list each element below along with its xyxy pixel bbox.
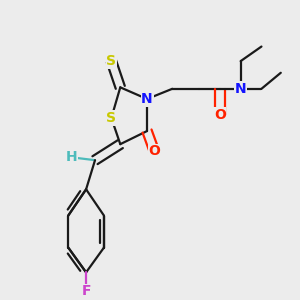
Text: N: N	[141, 92, 153, 106]
Text: O: O	[148, 144, 160, 158]
Text: H: H	[65, 150, 77, 164]
Text: F: F	[81, 284, 91, 298]
Text: N: N	[235, 82, 247, 96]
Text: S: S	[106, 54, 116, 68]
Text: S: S	[106, 111, 116, 125]
Text: O: O	[214, 108, 226, 122]
